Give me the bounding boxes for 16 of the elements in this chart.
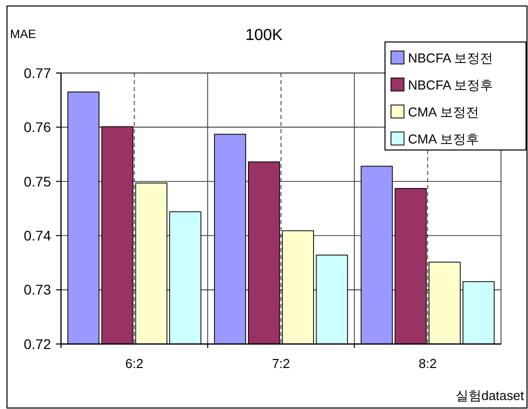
legend-label: CMA 보정후 bbox=[408, 132, 479, 147]
legend-label: NBCFA 보정전 bbox=[408, 50, 494, 66]
y-axis-title: MAE bbox=[10, 27, 36, 41]
x-axis-title: 실험dataset bbox=[455, 388, 524, 403]
y-tick-label: 0.75 bbox=[24, 173, 52, 190]
y-tick-label: 0.77 bbox=[24, 64, 52, 81]
x-tick-label: 8:2 bbox=[418, 356, 437, 371]
x-tick-label: 7:2 bbox=[272, 356, 290, 371]
chart-title: 100K bbox=[245, 27, 284, 44]
y-tick-label: 0.73 bbox=[24, 282, 52, 298]
legend-label: CMA 보정전 bbox=[408, 104, 479, 120]
y-tick-label: 0.76 bbox=[24, 119, 52, 136]
y-tick-label: 0.74 bbox=[24, 228, 52, 244]
x-tick-label: 6:2 bbox=[125, 356, 144, 371]
legend-label: NBCFA 보정후 bbox=[408, 78, 494, 93]
y-tick-label: 0.72 bbox=[24, 336, 52, 352]
